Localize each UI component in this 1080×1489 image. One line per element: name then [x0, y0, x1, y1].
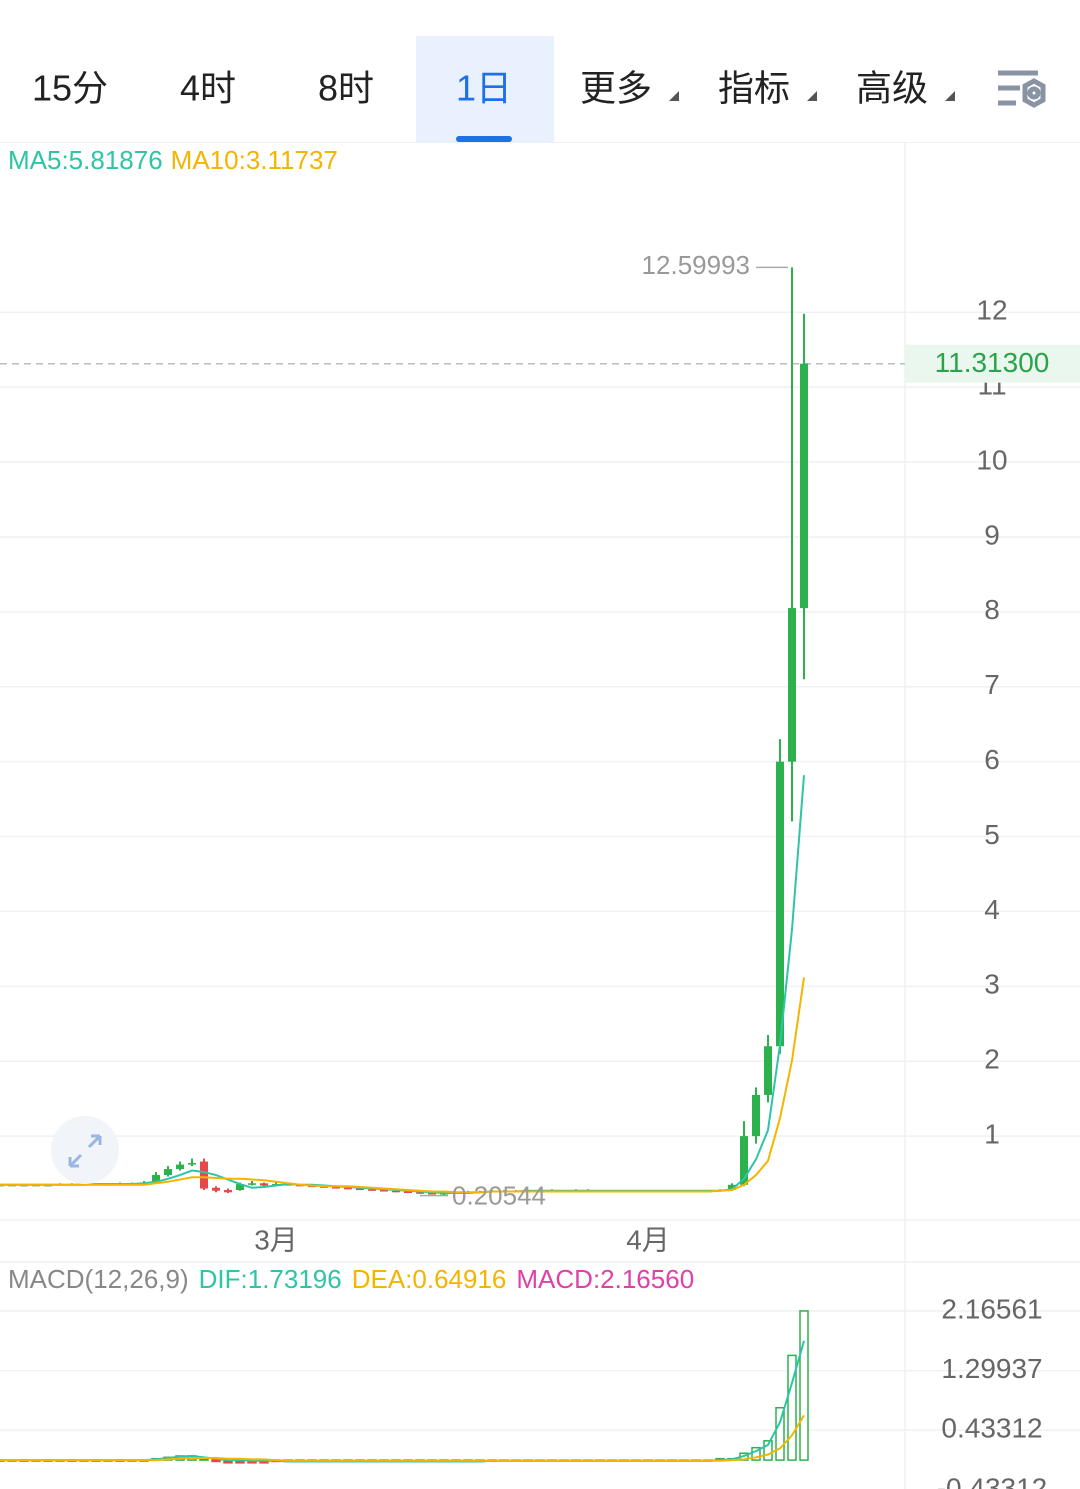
expand-button[interactable]: [51, 1116, 119, 1184]
y-tick-label: 8: [984, 594, 1000, 625]
legend-entry: DIF:1.73196: [199, 1264, 342, 1294]
candle-body: [236, 1184, 244, 1191]
dropdown-triangle: [945, 91, 955, 101]
tab-label: 8时: [318, 68, 374, 109]
dropdown-triangle: [669, 91, 679, 101]
tab-active-bg: [416, 36, 554, 142]
macd-bar: [775, 1406, 785, 1461]
tab[interactable]: 更多: [580, 68, 679, 109]
candle-body: [380, 1190, 388, 1192]
tab-underline: [456, 136, 512, 142]
y-tick-label: 1: [984, 1119, 1000, 1150]
tab-bar: 15分 4时 8时 1日 更多 指标 高级: [32, 36, 955, 142]
y-tick-label: 4: [984, 894, 1000, 925]
expand-arrows: [68, 1134, 102, 1168]
candle-body: [332, 1187, 340, 1189]
candle-body: [800, 363, 808, 609]
candle-body: [392, 1190, 400, 1193]
candle-body: [740, 1136, 748, 1185]
candle-body: [356, 1188, 364, 1191]
settings-icon[interactable]: [998, 70, 1046, 108]
macd-bar: [211, 1459, 221, 1463]
candle-body: [728, 1184, 736, 1191]
macd-line: [0, 1414, 805, 1462]
expand-bg: [51, 1116, 119, 1184]
macd-bar: [751, 1446, 761, 1461]
tab-label: 15分: [32, 68, 108, 109]
candle-body: [428, 1193, 436, 1195]
min-label: 0.20544: [452, 1181, 546, 1211]
candle-body: [188, 1163, 196, 1165]
y-tick-label: 3: [984, 969, 1000, 1000]
candle-body: [260, 1183, 268, 1186]
macd-bar: [763, 1440, 773, 1461]
icon-dot: [1027, 86, 1041, 100]
y-tick-label: 2: [984, 1044, 1000, 1075]
y-tick-label: 9: [984, 519, 1000, 550]
y-tick-label: 6: [984, 744, 1000, 775]
tab-label: 1日: [456, 68, 512, 109]
tab[interactable]: 15分: [32, 68, 108, 109]
tab-label: 高级: [856, 68, 928, 109]
legend-entry: DEA:0.64916: [352, 1264, 507, 1294]
icon-hex: [1022, 78, 1046, 108]
candle-body: [368, 1189, 376, 1191]
max-label: 12.59993: [642, 250, 750, 280]
candle-body: [416, 1192, 424, 1194]
legend-entry: MA5:5.81876: [8, 145, 163, 175]
macd-title: MACD(12,26,9): [8, 1264, 189, 1294]
candle-body: [752, 1094, 760, 1137]
last-price-label: 11.31300: [935, 347, 1050, 378]
candle-body: [224, 1190, 232, 1193]
candle-body: [404, 1191, 412, 1194]
tab-label: 4时: [180, 68, 236, 109]
y-tick-label: 0.43312: [941, 1413, 1042, 1444]
y-tick-label: 5: [984, 819, 1000, 850]
candle-body: [152, 1175, 160, 1182]
tab[interactable]: 指标: [718, 68, 817, 109]
y-tick-label: 12: [976, 295, 1007, 326]
macd-bar: [799, 1310, 809, 1461]
legend-entry: MACD:2.16560: [516, 1264, 694, 1294]
tab-label: 更多: [580, 68, 652, 109]
tab[interactable]: 8时: [318, 68, 374, 109]
y-tick-label: 1.29937: [941, 1353, 1042, 1384]
ma-line: [0, 977, 805, 1194]
candle-body: [248, 1183, 256, 1185]
y-tick-label: -0.43312: [937, 1472, 1048, 1489]
x-tick-label: 4月: [626, 1224, 670, 1255]
y-tick-label: 2.16561: [941, 1293, 1042, 1324]
candle-body: [176, 1164, 184, 1170]
legend-entry: MA10:3.11737: [171, 145, 338, 175]
tab[interactable]: 高级: [856, 68, 955, 109]
x-tick-label: 3月: [254, 1224, 298, 1255]
tab-label: 指标: [718, 68, 790, 109]
candle-body: [344, 1187, 352, 1190]
tab[interactable]: 1日: [416, 36, 554, 142]
candle-body: [788, 608, 796, 762]
candle-body: [200, 1161, 208, 1189]
macd-chart: 2.16561 1.29937 0.43312 -0.43312 MACD(12,26,…: [0, 1264, 1080, 1489]
y-tick-label: 7: [984, 669, 1000, 700]
y-tick-label: 10: [976, 444, 1007, 475]
candle-body: [212, 1187, 220, 1191]
macd-bar: [787, 1354, 797, 1461]
last-price-bg: [905, 344, 1080, 383]
tab[interactable]: 4时: [180, 68, 236, 109]
candle-body: [776, 761, 784, 1047]
dropdown-triangle: [807, 91, 817, 101]
candle-body: [164, 1169, 172, 1176]
candle-body: [764, 1046, 772, 1095]
